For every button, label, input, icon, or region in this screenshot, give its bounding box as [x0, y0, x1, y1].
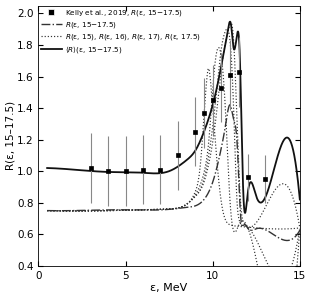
Y-axis label: R(ε, 15–17.5): R(ε, 15–17.5) [6, 101, 16, 170]
Legend: Kelly et al., 2019, $R$(ε, 15−17.5), $R$(ε, 15−17.5), $R$(ε, 15), $R$(ε, 16), $R: Kelly et al., 2019, $R$(ε, 15−17.5), $R$… [41, 8, 202, 56]
X-axis label: ε, MeV: ε, MeV [150, 283, 188, 293]
